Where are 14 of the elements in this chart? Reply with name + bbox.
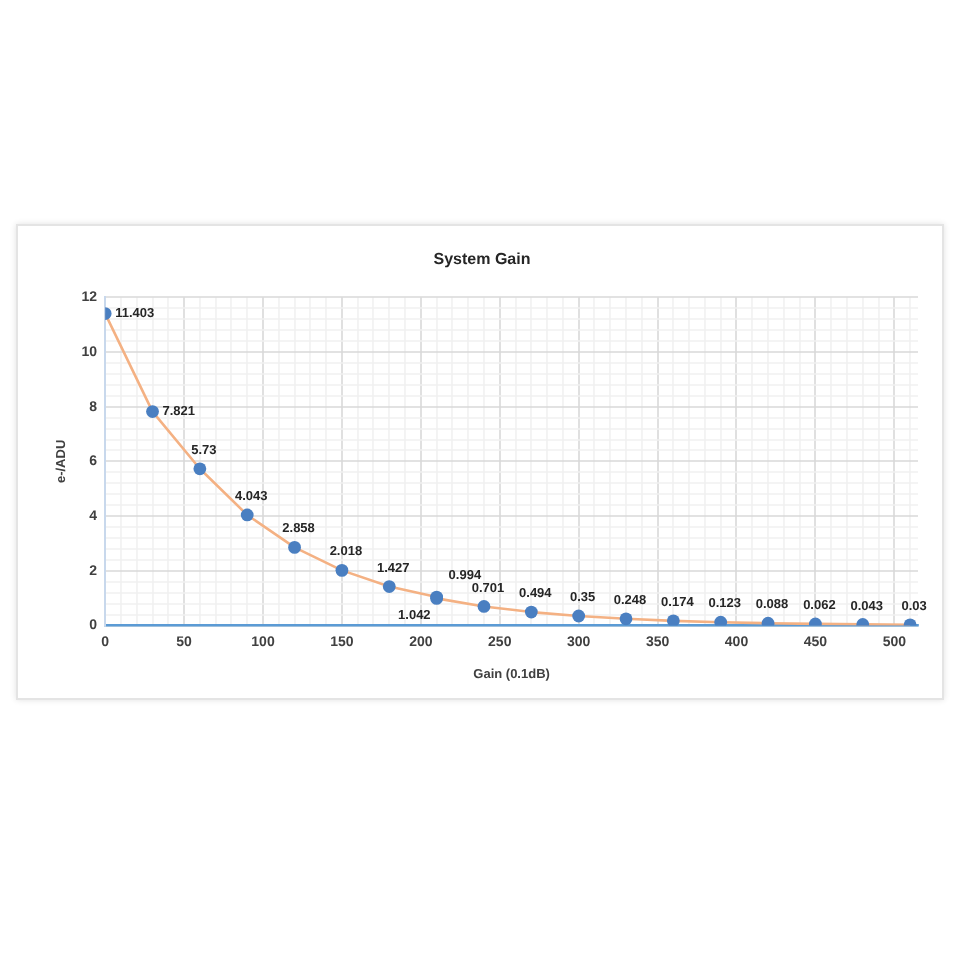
point — [288, 540, 301, 554]
point — [572, 609, 586, 623]
point — [524, 605, 538, 619]
point — [477, 600, 491, 613]
point — [761, 616, 775, 626]
point — [714, 615, 728, 626]
point — [146, 405, 159, 418]
point — [193, 462, 207, 476]
point — [666, 614, 680, 626]
point — [382, 580, 396, 593]
point — [619, 612, 633, 626]
point — [240, 508, 254, 522]
chart-title: System Gain — [433, 250, 531, 269]
point — [335, 563, 349, 577]
